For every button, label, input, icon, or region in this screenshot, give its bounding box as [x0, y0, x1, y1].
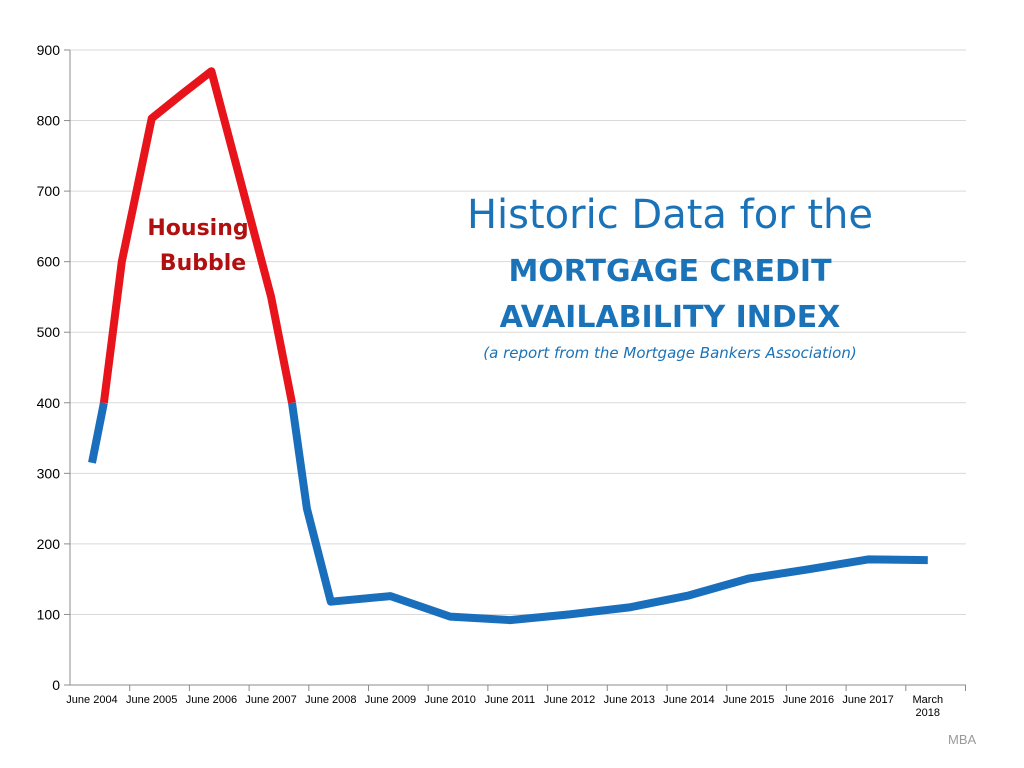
- source-label: MBA: [948, 732, 977, 747]
- title-subtitle: (a report from the Mortgage Bankers Asso…: [483, 344, 857, 362]
- y-tick-label: 0: [52, 677, 60, 693]
- x-tick-label: March 2018: [913, 694, 944, 719]
- y-tick-label: 700: [37, 183, 61, 199]
- axes: [64, 49, 966, 691]
- x-tick-label: June 2009: [365, 694, 416, 706]
- y-tick-label: 400: [37, 395, 61, 411]
- y-tick-label: 300: [37, 465, 61, 481]
- x-tick-label: June 2011: [485, 694, 536, 706]
- x-tick-label: June 2010: [425, 694, 476, 706]
- x-tick-label: June 2014: [663, 694, 714, 706]
- title-line-2: MORTGAGE CREDIT: [508, 254, 832, 289]
- y-axis-ticks: 0 100 200 300 400 500 600 700 800 900: [37, 42, 61, 693]
- housing-bubble-label-line-1: Housing: [147, 216, 249, 241]
- title-line-3: AVAILABILITY INDEX: [499, 300, 841, 335]
- grid-lines: [70, 49, 966, 615]
- x-tick-label: June 2013: [604, 694, 655, 706]
- x-tick-label: June 2007: [245, 694, 296, 706]
- series-lines: [88, 67, 928, 625]
- x-tick-label: June 2006: [186, 694, 237, 706]
- x-tick-label: June 2004: [66, 694, 117, 706]
- x-tick-label: June 2005: [126, 694, 177, 706]
- y-tick-label: 500: [37, 324, 61, 340]
- y-tick-label: 100: [37, 606, 61, 622]
- housing-bubble-label-line-2: Bubble: [159, 251, 247, 276]
- x-tick-label: June 2015: [723, 694, 774, 706]
- series-line-bubble-segment: [99, 67, 296, 404]
- x-tick-label: June 2017: [842, 694, 893, 706]
- y-tick-label: 600: [37, 254, 61, 270]
- series-line-normal-segment: [88, 402, 108, 464]
- x-tick-label: June 2008: [305, 694, 356, 706]
- y-tick-label: 900: [37, 42, 61, 58]
- y-tick-label: 200: [37, 536, 61, 552]
- x-axis-ticks: June 2004 June 2005 June 2006 June 2007 June…: [66, 694, 943, 719]
- x-tick-label: June 2016: [783, 694, 834, 706]
- x-tick-label: June 2012: [544, 694, 595, 706]
- y-tick-label: 800: [37, 113, 61, 129]
- title-line-1: Historic Data for the: [466, 192, 874, 238]
- series-line-normal-segment: [288, 402, 928, 625]
